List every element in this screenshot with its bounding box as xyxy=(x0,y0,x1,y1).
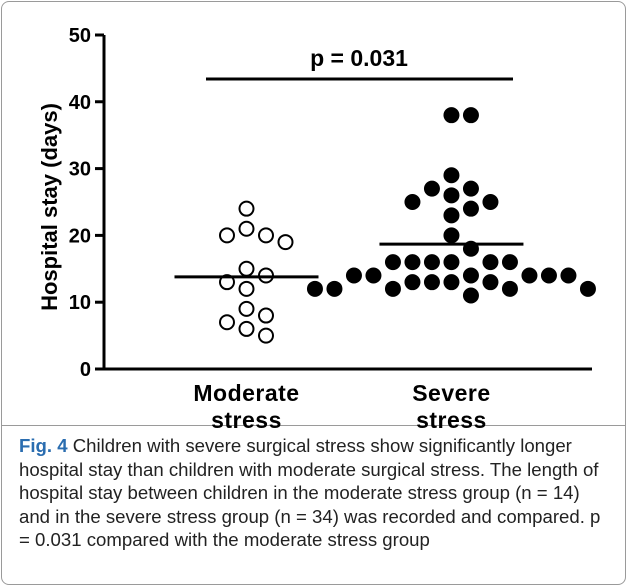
data-point xyxy=(579,280,596,297)
data-point xyxy=(482,194,499,210)
data-point xyxy=(345,267,362,284)
data-point xyxy=(404,274,421,291)
data-point xyxy=(365,267,382,284)
data-point xyxy=(482,254,499,271)
data-point xyxy=(404,254,421,271)
data-point xyxy=(218,314,235,331)
y-tick-label: 30 xyxy=(69,159,91,181)
data-point xyxy=(257,307,274,324)
data-point xyxy=(462,180,479,197)
data-point xyxy=(384,254,401,271)
data-point xyxy=(462,267,479,284)
x-tick-label: Severe stress xyxy=(412,380,491,433)
data-point xyxy=(238,260,255,277)
data-point xyxy=(238,220,255,237)
data-point xyxy=(257,227,274,244)
data-point xyxy=(238,200,255,217)
data-point xyxy=(384,280,401,297)
annotation: p = 0.031 xyxy=(310,45,408,71)
data-point xyxy=(443,254,460,271)
y-tick-label: 40 xyxy=(69,92,91,114)
data-point xyxy=(404,194,421,210)
data-point xyxy=(462,200,479,217)
data-point xyxy=(306,280,323,297)
data-point xyxy=(482,274,499,291)
y-axis-label: Hospital stay (days) xyxy=(37,103,62,311)
data-point xyxy=(443,274,460,291)
data-point xyxy=(218,227,235,244)
data-point xyxy=(443,187,460,204)
data-point xyxy=(501,280,518,297)
data-point xyxy=(277,234,294,251)
data-point xyxy=(521,267,538,284)
caption: Fig. 4 Children with severe surgical str… xyxy=(2,425,625,584)
data-point xyxy=(423,274,440,291)
chart: Hospital stay (days) p = 0.031 0 10 20 30 40… xyxy=(37,25,596,381)
data-point xyxy=(501,254,518,271)
data-point xyxy=(540,267,557,284)
y-tick-label: 20 xyxy=(69,225,91,247)
y-tick-label: 10 xyxy=(69,292,91,314)
data-point xyxy=(238,280,255,297)
data-point xyxy=(462,107,479,124)
data-point xyxy=(423,254,440,271)
data-point xyxy=(443,107,460,124)
data-point xyxy=(560,267,577,284)
data-point xyxy=(443,167,460,184)
data-point xyxy=(218,274,235,291)
data-point xyxy=(443,227,460,244)
data-point xyxy=(238,320,255,337)
data-point xyxy=(462,287,479,304)
y-tick-label: 0 xyxy=(80,359,91,381)
x-tick-label: Moderate stress xyxy=(193,380,300,433)
data-point xyxy=(257,327,274,344)
caption-label: Fig. 4 xyxy=(19,435,68,456)
caption-text: Children with severe surgical stress sho… xyxy=(19,435,601,550)
data-point xyxy=(423,180,440,197)
data-point xyxy=(326,280,343,297)
data-point xyxy=(443,207,460,224)
y-tick-label: 50 xyxy=(69,25,91,47)
data-point xyxy=(238,300,255,317)
